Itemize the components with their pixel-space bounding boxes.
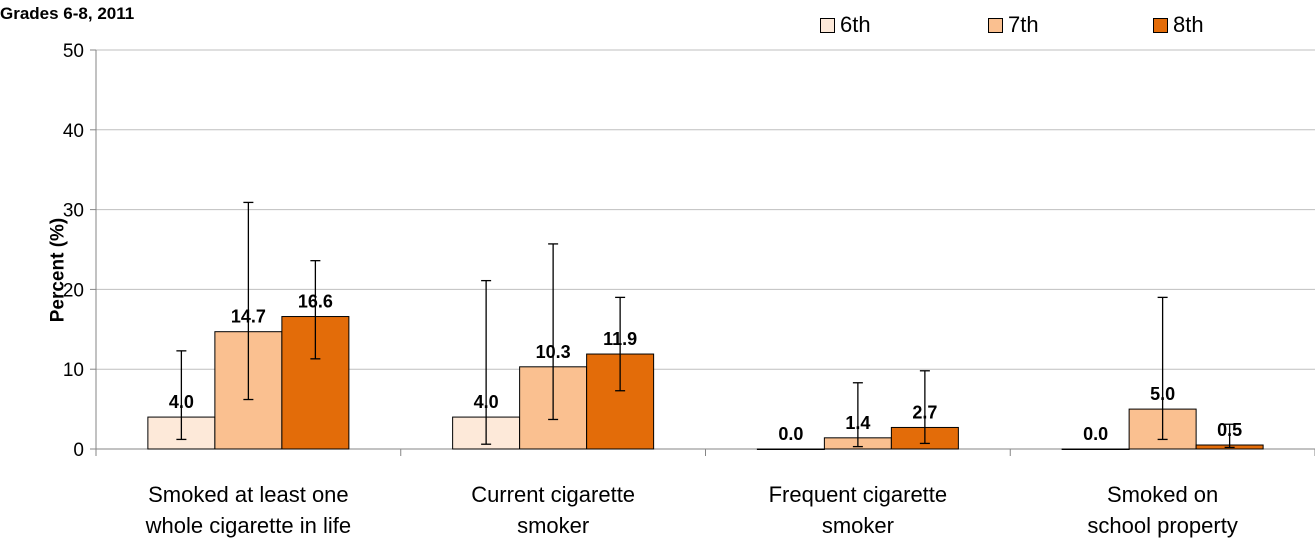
- category-label: smoker: [822, 513, 894, 538]
- y-tick-label: 0: [73, 440, 84, 461]
- legend-item-6th: 6th: [820, 12, 871, 38]
- data-label: 0.0: [1083, 424, 1108, 444]
- legend-item-7th: 7th: [988, 12, 1039, 38]
- y-tick-label: 10: [63, 360, 84, 381]
- bar-6th: [756, 448, 825, 450]
- y-tick-label: 20: [63, 280, 84, 301]
- data-label: 4.0: [474, 392, 499, 412]
- legend-label-8th: 8th: [1173, 12, 1204, 37]
- y-tick-label: 40: [63, 121, 84, 142]
- category-label: Smoked at least one: [148, 482, 349, 507]
- legend: 6th 7th 8th: [0, 12, 1315, 42]
- category-label: Current cigarette: [471, 482, 635, 507]
- category-label: smoker: [517, 513, 589, 538]
- category-label: Frequent cigarette: [769, 482, 948, 507]
- legend-label-6th: 6th: [840, 12, 871, 37]
- data-label: 10.3: [536, 342, 571, 362]
- data-label: 0.0: [778, 424, 803, 444]
- data-label: 14.7: [231, 307, 266, 327]
- legend-swatch-7th: [988, 17, 1003, 33]
- y-tick-label: 50: [63, 41, 84, 62]
- data-label: 1.4: [845, 413, 870, 433]
- y-tick-label: 30: [63, 201, 84, 222]
- data-label: 5.0: [1150, 384, 1175, 404]
- data-label: 2.7: [912, 402, 937, 422]
- category-label: Smoked on: [1107, 482, 1218, 507]
- data-label: 4.0: [169, 392, 194, 412]
- bar-6th: [1061, 448, 1130, 450]
- data-label: 11.9: [603, 329, 637, 349]
- chart-subtitle: Grades 6-8, 2011: [0, 4, 135, 23]
- legend-swatch-6th: [820, 17, 835, 33]
- category-label: school property: [1087, 513, 1237, 538]
- legend-label-7th: 7th: [1008, 12, 1039, 37]
- legend-item-8th: 8th: [1153, 12, 1204, 38]
- category-label: whole cigarette in life: [145, 513, 351, 538]
- legend-swatch-8th: [1153, 17, 1168, 33]
- data-label: 0.5: [1217, 420, 1242, 440]
- data-label: 16.6: [298, 292, 333, 312]
